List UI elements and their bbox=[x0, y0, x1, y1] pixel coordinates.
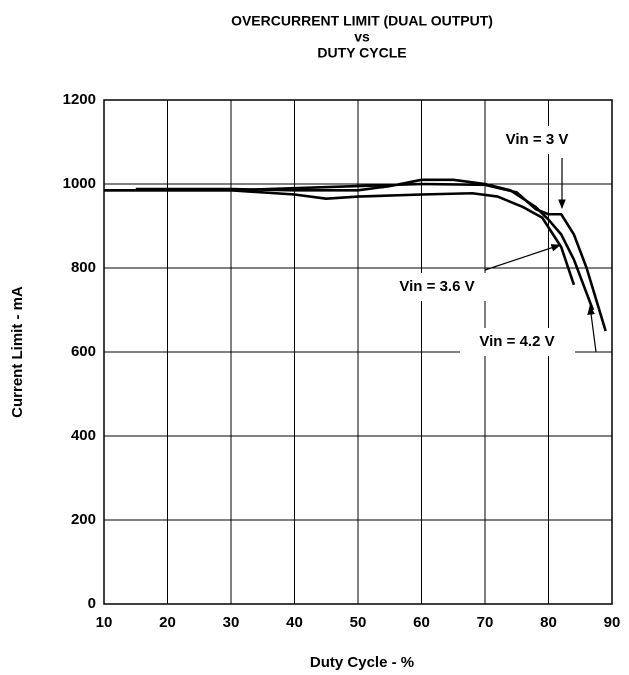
series-line bbox=[135, 178, 595, 311]
annotation-background bbox=[486, 126, 586, 154]
y-tick-label: 600 bbox=[71, 343, 96, 360]
y-tick-label: 0 bbox=[88, 595, 96, 612]
x-tick-label: 90 bbox=[604, 614, 621, 631]
y-tick-label: 1200 bbox=[63, 91, 96, 108]
x-tick-label: 20 bbox=[159, 614, 176, 631]
x-tick-label: 50 bbox=[350, 614, 367, 631]
series-line bbox=[104, 182, 607, 332]
y-tick-label: 1000 bbox=[63, 175, 96, 192]
x-tick-label: 40 bbox=[286, 614, 303, 631]
x-tick-label: 70 bbox=[477, 614, 494, 631]
annotation: Vin = 4.2 V bbox=[479, 333, 554, 350]
chart-title: vs bbox=[354, 29, 370, 45]
y-tick-label: 800 bbox=[71, 259, 96, 276]
annotation-arrow bbox=[484, 244, 561, 271]
x-tick-label: 10 bbox=[96, 614, 113, 631]
annotation: Vin = 3.6 V bbox=[399, 278, 474, 295]
annotation: Vin = 3 V bbox=[506, 131, 569, 148]
chart-title: OVERCURRENT LIMIT (DUAL OUTPUT) bbox=[231, 13, 493, 29]
x-tick-label: 30 bbox=[223, 614, 240, 631]
annotation-arrow bbox=[587, 305, 597, 353]
annotation-background bbox=[382, 273, 494, 301]
y-axis-label: Current Limit - mA bbox=[9, 286, 26, 418]
y-tick-label: 400 bbox=[71, 427, 96, 444]
series-line bbox=[104, 189, 576, 286]
x-tick-label: 60 bbox=[413, 614, 430, 631]
annotation-background bbox=[460, 328, 575, 356]
x-axis-label: Duty Cycle - % bbox=[310, 654, 414, 671]
y-tick-label: 200 bbox=[71, 511, 96, 528]
x-tick-label: 80 bbox=[540, 614, 557, 631]
chart-title: DUTY CYCLE bbox=[317, 45, 406, 61]
plot-frame bbox=[103, 99, 613, 605]
